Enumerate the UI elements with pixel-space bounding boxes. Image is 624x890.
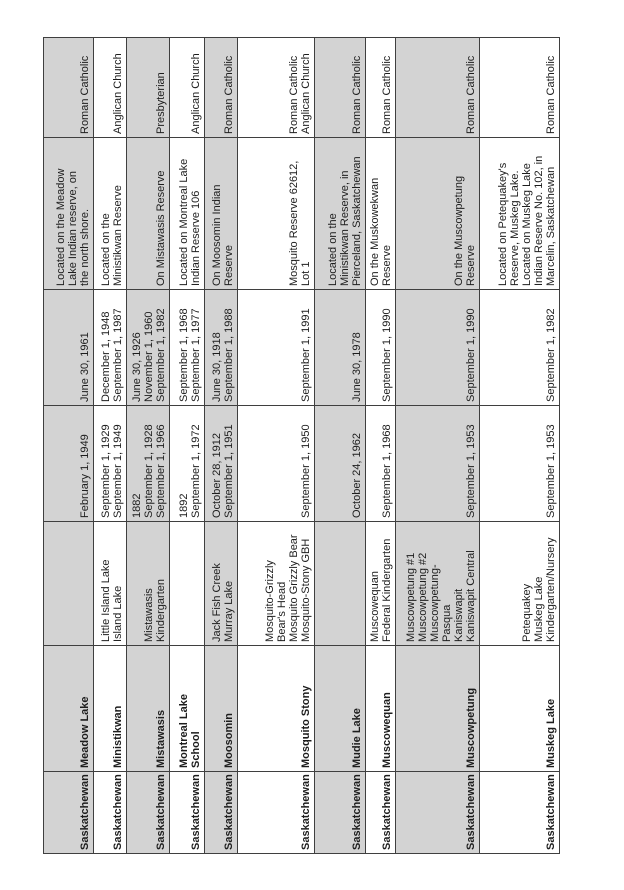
cell-alternate-names xyxy=(43,521,94,646)
cell-alternate-names: Jack Fish Creek Murray Lake xyxy=(204,521,238,646)
table-row: Saskatchewan Montreal Lake School 1892 S… xyxy=(169,37,205,854)
cell-alternate-names xyxy=(314,521,366,646)
cell-religious-affiliation: Roman Catholic xyxy=(395,37,480,138)
cell-opening-dates: September 1, 1953 xyxy=(395,405,480,522)
cell-religious-affiliation: Anglican Church xyxy=(93,37,127,138)
cell-province: Saskatchewan xyxy=(126,771,170,854)
table-row: Saskatchewan Moosomin Jack Fish Creek Mu… xyxy=(204,37,238,854)
cell-school-name: Moosomin xyxy=(204,645,238,772)
cell-school-name: Muskeg Lake xyxy=(479,645,560,772)
table-row: Saskatchewan Mistawasis Mistawasis Kinde… xyxy=(126,37,170,854)
table-row: Saskatchewan Muscowequan Muscowequan Fed… xyxy=(365,37,396,854)
cell-religious-affiliation: Presbyterian xyxy=(126,37,170,138)
table-row: Saskatchewan Muskeg Lake Petequakey Musk… xyxy=(479,37,560,854)
cell-opening-dates: October 28, 1912 September 1, 1951 xyxy=(204,405,238,522)
cell-province: Saskatchewan xyxy=(169,771,205,854)
cell-alternate-names xyxy=(169,521,205,646)
cell-religious-affiliation: Roman Catholic Anglican Church xyxy=(237,37,315,138)
cell-school-name: Muscowequan xyxy=(365,645,396,772)
cell-location: Located on the Ministikwan Reserve xyxy=(93,137,127,290)
cell-province: Saskatchewan xyxy=(93,771,127,854)
cell-school-name: Ministikwan xyxy=(93,645,127,772)
cell-province: Saskatchewan xyxy=(314,771,366,854)
cell-school-name: Mosquito Stony xyxy=(237,645,315,772)
cell-closing-dates: September 1, 1991 xyxy=(237,289,315,406)
cell-alternate-names: Mistawasis Kindergarten xyxy=(126,521,170,646)
cell-province: Saskatchewan xyxy=(479,771,560,854)
cell-location: Located on Montreal Lake Indian Reserve … xyxy=(169,137,205,290)
cell-alternate-names: Little Island Lake Island Lake xyxy=(93,521,127,646)
cell-province: Saskatchewan xyxy=(237,771,315,854)
cell-school-name: Meadow Lake xyxy=(43,645,94,772)
cell-religious-affiliation: Anglican Church xyxy=(169,37,205,138)
cell-location: Located on Petequakey's Reserve, Muskeg … xyxy=(479,137,560,290)
cell-religious-affiliation: Roman Catholic xyxy=(204,37,238,138)
cell-closing-dates: June 30, 1926 November 1, 1960 September… xyxy=(126,289,170,406)
residential-schools-table: Saskatchewan Meadow Lake February 1, 194… xyxy=(43,37,560,854)
cell-province: Saskatchewan xyxy=(43,771,94,854)
cell-school-name: Montreal Lake School xyxy=(169,645,205,772)
cell-opening-dates: September 1, 1953 xyxy=(479,405,560,522)
cell-closing-dates: September 1, 1968 September 1, 1977 xyxy=(169,289,205,406)
cell-opening-dates: October 24, 1962 xyxy=(314,405,366,522)
cell-alternate-names: Mosquito-Grizzly Bear's Head Mosquito Gr… xyxy=(237,521,315,646)
cell-school-name: Mudie Lake xyxy=(314,645,366,772)
cell-closing-dates: June 30, 1961 xyxy=(43,289,94,406)
cell-closing-dates: June 30, 1918 September 1, 1988 xyxy=(204,289,238,406)
cell-closing-dates: September 1, 1990 xyxy=(395,289,480,406)
cell-province: Saskatchewan xyxy=(395,771,480,854)
rotated-table-container: Saskatchewan Meadow Lake February 1, 194… xyxy=(43,37,560,854)
table-row: Saskatchewan Muscowpetung Muscowpetung #… xyxy=(395,37,480,854)
cell-opening-dates: February 1, 1949 xyxy=(43,405,94,522)
cell-location: Located on the Meadow Lake Indian reserv… xyxy=(43,137,94,290)
cell-location: On Moosomin Indian Reserve xyxy=(204,137,238,290)
cell-religious-affiliation: Roman Catholic xyxy=(314,37,366,138)
cell-opening-dates: September 1, 1950 xyxy=(237,405,315,522)
cell-school-name: Mistawasis xyxy=(126,645,170,772)
cell-opening-dates: September 1, 1968 xyxy=(365,405,396,522)
cell-location: Mosquito Reserve 62612, Lot 1 xyxy=(237,137,315,290)
cell-alternate-names: Muscowequan Federal Kindergarten xyxy=(365,521,396,646)
cell-opening-dates: 1892 September 1, 1972 xyxy=(169,405,205,522)
cell-opening-dates: 1882 September 1, 1928 September 1, 1966 xyxy=(126,405,170,522)
cell-closing-dates: September 1, 1990 xyxy=(365,289,396,406)
cell-province: Saskatchewan xyxy=(365,771,396,854)
cell-location: Located on the Ministikwan Reserve, in P… xyxy=(314,137,366,290)
cell-province: Saskatchewan xyxy=(204,771,238,854)
cell-school-name: Muscowpetung xyxy=(395,645,480,772)
table-row: Saskatchewan Meadow Lake February 1, 194… xyxy=(43,37,94,854)
cell-location: On Mistawasis Reserve xyxy=(126,137,170,290)
cell-religious-affiliation: Roman Catholic xyxy=(43,37,94,138)
cell-location: On the Muscowpetung Reserve xyxy=(395,137,480,290)
cell-closing-dates: December 1, 1948 September 1, 1987 xyxy=(93,289,127,406)
cell-opening-dates: September 1, 1929 September 1, 1949 xyxy=(93,405,127,522)
cell-closing-dates: September 1, 1982 xyxy=(479,289,560,406)
cell-alternate-names: Muscowpetung #1 Muscowpetung #2 Muscowpe… xyxy=(395,521,480,646)
cell-closing-dates: June 30, 1978 xyxy=(314,289,366,406)
table-row: Saskatchewan Mosquito Stony Mosquito-Gri… xyxy=(237,37,315,854)
cell-alternate-names: Petequakey Muskeg Lake Kindergarten/Nurs… xyxy=(479,521,560,646)
cell-religious-affiliation: Roman Catholic xyxy=(479,37,560,138)
schools-table-body: Saskatchewan Meadow Lake February 1, 194… xyxy=(43,37,560,854)
table-row: Saskatchewan Ministikwan Little Island L… xyxy=(93,37,127,854)
cell-location: On the Muskowekwan Reserve xyxy=(365,137,396,290)
table-row: Saskatchewan Mudie Lake October 24, 1962… xyxy=(314,37,366,854)
cell-religious-affiliation: Roman Catholic xyxy=(365,37,396,138)
